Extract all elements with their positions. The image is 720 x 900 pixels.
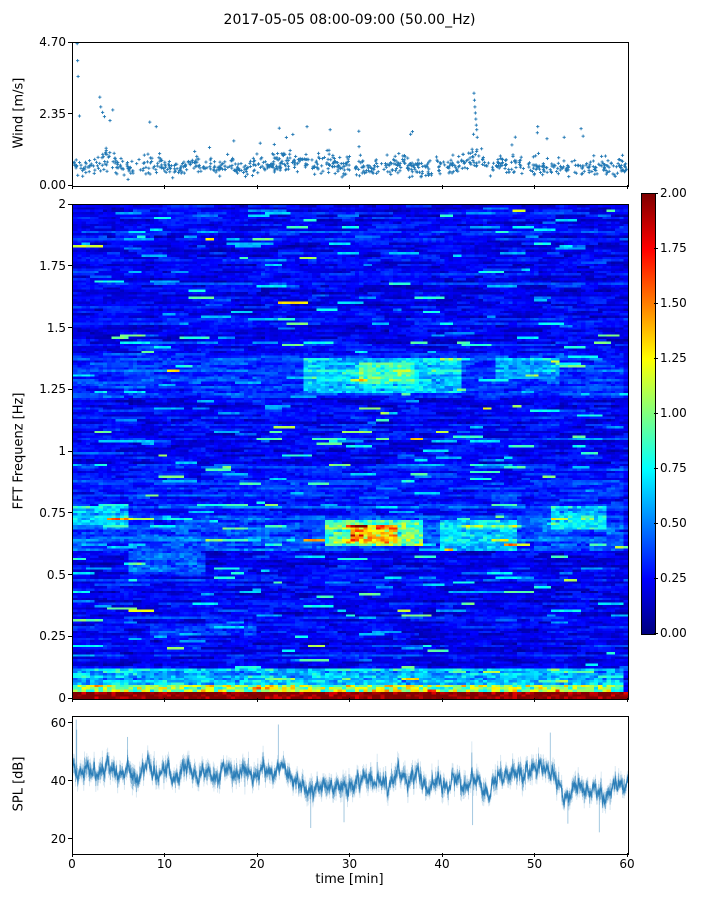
fft-xtick	[534, 698, 535, 702]
fft-ytick	[68, 450, 72, 452]
time-xtick-label: 50	[526, 857, 543, 871]
wind-ytick-label: 0.00	[39, 178, 66, 192]
colorbar-tick	[654, 412, 658, 414]
spectrogram-axes	[72, 204, 629, 700]
wind-ytick-label: 2.35	[39, 106, 66, 121]
fft-ytick	[68, 203, 72, 205]
wind-xtick	[626, 185, 628, 189]
wind-xtick	[256, 185, 258, 189]
spl-xtick	[626, 853, 628, 857]
wind-xtick	[441, 185, 443, 189]
spl-ytick-label: 40	[50, 773, 66, 788]
fft-xtick	[441, 698, 443, 702]
wind-xtick	[349, 185, 350, 189]
spl-xtick	[71, 853, 73, 857]
colorbar-tick	[654, 577, 658, 579]
fft-ytick-label: 1.75	[39, 258, 66, 273]
colorbar-tick	[654, 632, 658, 634]
spl-ytick	[68, 838, 72, 840]
wind-scatter-canvas	[73, 43, 628, 186]
wind-xtick	[534, 185, 535, 189]
fft-ytick	[68, 635, 72, 637]
colorbar-tick	[654, 467, 658, 469]
spl-ytick	[68, 780, 72, 782]
spl-xtick	[256, 853, 258, 857]
time-xtick-label: 30	[341, 857, 358, 871]
wind-axes	[72, 42, 629, 187]
wind-ytick	[68, 113, 72, 114]
spl-ytick	[68, 722, 72, 724]
fft-ytick	[68, 388, 72, 390]
fft-xtick	[256, 698, 258, 702]
fft-ytick	[68, 697, 72, 699]
time-xtick-label: 60	[619, 857, 635, 871]
colorbar-tick	[654, 192, 658, 194]
fft-xtick	[71, 698, 73, 702]
spectrogram-canvas	[73, 205, 628, 699]
fft-ytick	[68, 327, 72, 328]
fft-ytick-label: 0.25	[39, 629, 66, 644]
fft-ytick-label: 0	[58, 691, 66, 705]
colorbar-tick-label: 0.25	[660, 571, 687, 585]
time-xtick-label: 40	[434, 857, 450, 871]
colorbar-tick	[654, 247, 658, 249]
spl-xtick	[534, 853, 535, 857]
fft-ytick-label: 0.5	[46, 567, 66, 582]
spl-xtick	[349, 853, 350, 857]
wind-ytick	[68, 184, 72, 186]
colorbar-tick-label: 1.75	[660, 241, 687, 255]
spl-line-canvas	[73, 717, 628, 854]
time-xtick-label: 0	[68, 857, 76, 871]
fft-ytick	[68, 265, 72, 267]
fft-xtick	[626, 698, 628, 702]
fft-ytick-label: 1	[58, 444, 66, 458]
time-xtick-label: 10	[156, 857, 173, 871]
spl-axes	[72, 716, 629, 855]
colorbar-tick-label: 2.00	[660, 186, 687, 200]
fft-ytick	[68, 512, 72, 514]
fft-ytick-label: 2	[58, 197, 66, 211]
fft-ytick-label: 1.25	[39, 382, 66, 397]
colorbar-tick-label: 1.00	[660, 406, 687, 420]
colorbar-tick-label: 0.75	[660, 461, 687, 475]
wind-xtick	[164, 185, 165, 189]
colorbar	[641, 193, 656, 635]
colorbar-tick-label: 0.50	[660, 516, 687, 530]
figure-title: 2017-05-05 08:00-09:00 (50.00_Hz)	[223, 12, 476, 28]
colorbar-tick-label: 0.00	[660, 626, 687, 640]
fft-ytick-label: 1.5	[46, 320, 66, 335]
spl-xtick	[164, 853, 165, 857]
colorbar-tick-label: 1.25	[660, 351, 687, 365]
fft-ytick-label: 0.75	[39, 505, 66, 520]
fft-ytick	[68, 574, 72, 575]
fft-xtick	[349, 698, 350, 702]
colorbar-tick	[654, 302, 658, 304]
wind-ytick	[68, 41, 72, 43]
spl-ytick-label: 20	[50, 831, 66, 846]
spl-ytick-label: 60	[50, 715, 66, 730]
time-xtick-label: 20	[249, 857, 265, 871]
colorbar-tick-label: 1.50	[660, 296, 687, 310]
colorbar-tick	[654, 357, 658, 359]
spl-xtick	[441, 853, 443, 857]
colorbar-gradient-canvas	[642, 194, 655, 634]
colorbar-tick	[654, 522, 658, 524]
fft-xtick	[164, 698, 165, 702]
wind-ytick-label: 4.70	[39, 35, 66, 49]
wind-xtick	[71, 185, 73, 189]
time-xlabel: time [min]	[315, 872, 384, 887]
